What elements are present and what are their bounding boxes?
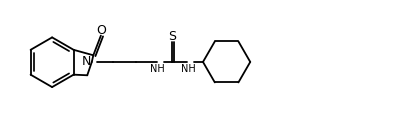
Text: S: S	[168, 30, 176, 43]
Text: NH: NH	[181, 64, 196, 74]
Text: O: O	[96, 24, 106, 37]
Text: NH: NH	[151, 64, 165, 74]
Text: N: N	[82, 55, 91, 68]
